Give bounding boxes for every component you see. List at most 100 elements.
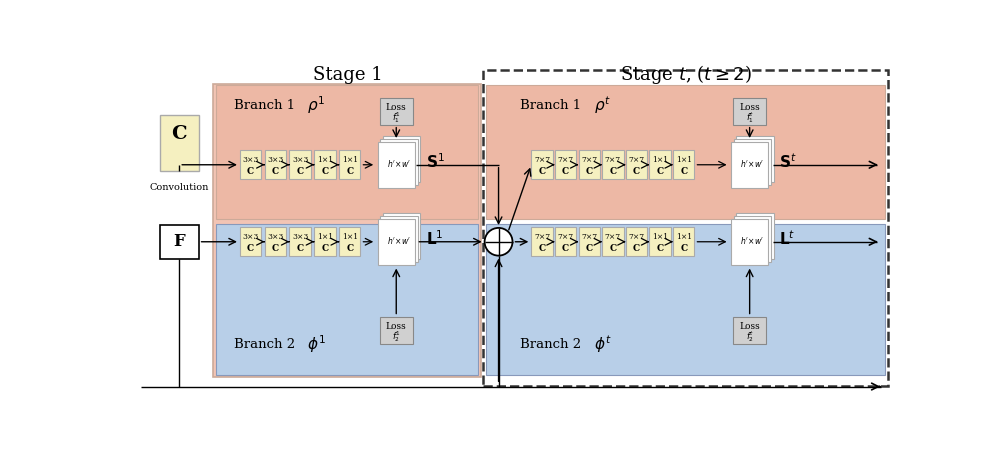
Text: 1×1: 1×1 xyxy=(342,233,358,241)
Bar xyxy=(626,227,647,256)
Text: Branch 2: Branch 2 xyxy=(234,338,295,351)
Text: $\phi^1$: $\phi^1$ xyxy=(307,333,326,355)
Bar xyxy=(736,213,774,260)
Text: Loss: Loss xyxy=(739,321,760,330)
Text: C: C xyxy=(321,244,329,253)
Text: C: C xyxy=(297,244,304,253)
Text: Loss: Loss xyxy=(386,321,407,330)
Text: 1×1: 1×1 xyxy=(676,233,692,241)
Text: $\mathbf{L}^t$: $\mathbf{L}^t$ xyxy=(779,229,795,248)
Text: C: C xyxy=(272,167,279,176)
Bar xyxy=(314,150,336,180)
Text: 3×3: 3×3 xyxy=(267,233,284,241)
Text: 1×1: 1×1 xyxy=(652,233,668,241)
Bar xyxy=(579,227,600,256)
Text: $h'\!\times\!w'$: $h'\!\times\!w'$ xyxy=(740,158,764,169)
Bar xyxy=(731,142,768,188)
Bar xyxy=(555,150,576,180)
Bar xyxy=(380,98,413,125)
Text: 3×3: 3×3 xyxy=(242,233,259,241)
Bar xyxy=(579,150,600,180)
Text: Stage 1: Stage 1 xyxy=(313,66,382,84)
Text: Loss: Loss xyxy=(739,103,760,112)
Bar xyxy=(380,216,418,262)
Bar xyxy=(289,150,311,180)
Bar xyxy=(339,150,360,180)
Text: $\mathbf{S}^1$: $\mathbf{S}^1$ xyxy=(426,152,445,171)
Bar xyxy=(731,219,768,265)
Bar xyxy=(339,227,360,256)
Text: C: C xyxy=(657,167,664,176)
Text: 1×1: 1×1 xyxy=(676,156,692,164)
Text: Loss: Loss xyxy=(386,103,407,112)
Text: C: C xyxy=(272,244,279,253)
Bar xyxy=(555,227,576,256)
Circle shape xyxy=(485,228,512,255)
Text: Convolution: Convolution xyxy=(150,183,209,192)
Bar xyxy=(649,227,671,256)
Bar xyxy=(216,224,478,375)
Text: C: C xyxy=(633,167,640,176)
Text: Stage $t$, ($t \geq 2$): Stage $t$, ($t \geq 2$) xyxy=(620,63,752,86)
Text: 7×7: 7×7 xyxy=(534,156,550,164)
Text: 7×7: 7×7 xyxy=(628,156,645,164)
Text: C: C xyxy=(297,167,304,176)
Text: 7×7: 7×7 xyxy=(581,156,597,164)
Text: C: C xyxy=(346,244,353,253)
Bar xyxy=(380,139,418,185)
Text: C: C xyxy=(562,244,569,253)
Bar xyxy=(289,227,311,256)
Bar xyxy=(626,150,647,180)
Text: $\rho^t$: $\rho^t$ xyxy=(594,95,611,116)
Text: C: C xyxy=(633,244,640,253)
Bar xyxy=(378,219,415,265)
Bar xyxy=(240,227,261,256)
Bar xyxy=(160,225,199,259)
Bar xyxy=(314,227,336,256)
Text: 1×1: 1×1 xyxy=(652,156,668,164)
Text: C: C xyxy=(680,244,687,253)
Bar xyxy=(733,317,766,344)
Bar xyxy=(265,150,286,180)
Bar xyxy=(734,139,771,185)
Text: C: C xyxy=(171,125,187,143)
Text: $h'\!\times\!w'$: $h'\!\times\!w'$ xyxy=(387,235,411,246)
Bar xyxy=(483,70,888,386)
Bar xyxy=(383,213,420,260)
Bar xyxy=(733,98,766,125)
Text: $h'\!\times\!w'$: $h'\!\times\!w'$ xyxy=(387,158,411,169)
Text: F: F xyxy=(173,233,185,250)
Text: C: C xyxy=(247,244,254,253)
Text: 3×3: 3×3 xyxy=(292,156,308,164)
Text: 7×7: 7×7 xyxy=(605,233,621,241)
Text: 1×1: 1×1 xyxy=(342,156,358,164)
Text: $f_{1}^{1}$: $f_{1}^{1}$ xyxy=(392,110,401,125)
Text: $f_{1}^{t}$: $f_{1}^{t}$ xyxy=(746,110,754,125)
Text: C: C xyxy=(657,244,664,253)
Text: C: C xyxy=(562,167,569,176)
Text: C: C xyxy=(609,167,616,176)
Text: $\mathbf{L}^1$: $\mathbf{L}^1$ xyxy=(426,229,443,248)
Text: 7×7: 7×7 xyxy=(605,156,621,164)
Text: C: C xyxy=(586,244,593,253)
Text: 1×1: 1×1 xyxy=(317,156,333,164)
Bar xyxy=(673,150,694,180)
Bar xyxy=(602,227,624,256)
Text: C: C xyxy=(346,167,353,176)
Text: 3×3: 3×3 xyxy=(267,156,284,164)
Bar xyxy=(380,317,413,344)
Text: Branch 2: Branch 2 xyxy=(520,338,581,351)
Text: $\mathbf{S}^t$: $\mathbf{S}^t$ xyxy=(779,152,797,171)
Text: C: C xyxy=(321,167,329,176)
Text: $\rho^1$: $\rho^1$ xyxy=(307,95,325,116)
Bar xyxy=(673,227,694,256)
Text: C: C xyxy=(247,167,254,176)
Bar xyxy=(734,216,771,262)
Text: C: C xyxy=(609,244,616,253)
Bar xyxy=(531,150,553,180)
Text: C: C xyxy=(538,167,546,176)
Text: 7×7: 7×7 xyxy=(628,233,645,241)
Bar xyxy=(736,136,774,182)
Bar xyxy=(486,224,885,375)
Bar xyxy=(265,227,286,256)
